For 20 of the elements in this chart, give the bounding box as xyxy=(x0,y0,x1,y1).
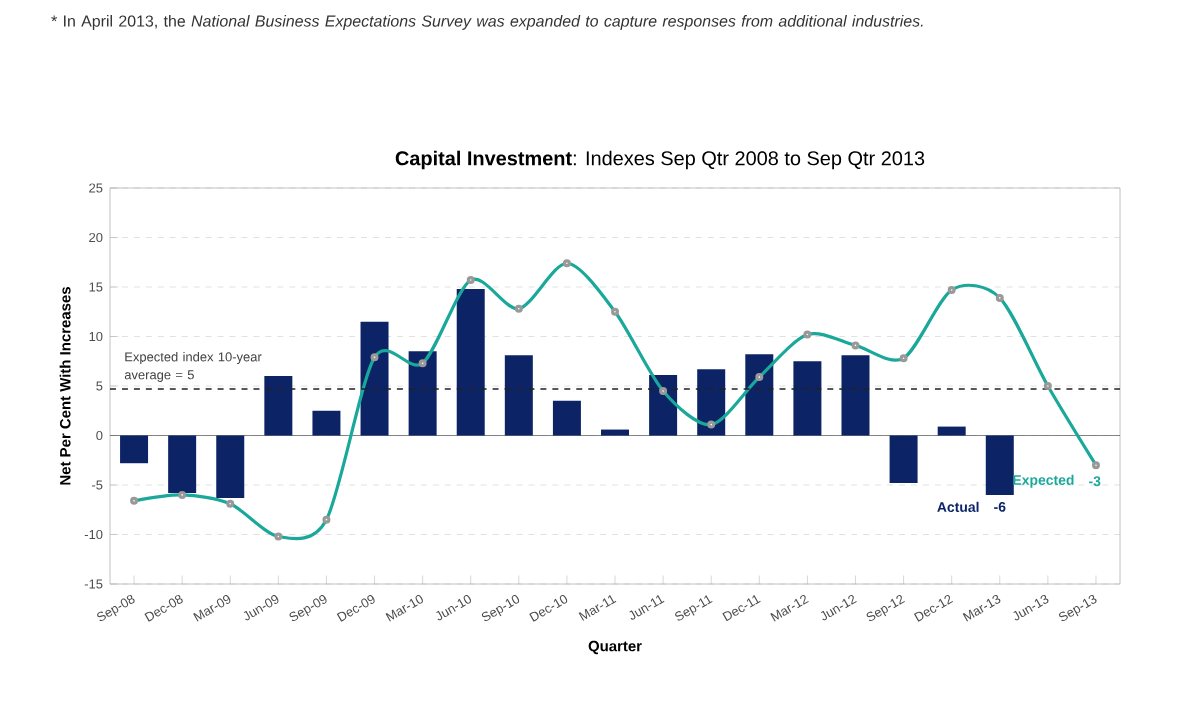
bar xyxy=(793,361,822,436)
bar xyxy=(745,354,774,436)
bar xyxy=(649,375,678,436)
chart-title: Capital Investment: Indexes Sep Qtr 2008 to Sep Qtr 2013 xyxy=(395,150,925,170)
bar xyxy=(264,376,293,436)
bar xyxy=(841,355,870,436)
bar xyxy=(168,435,197,493)
bar xyxy=(985,435,1014,495)
bar xyxy=(937,426,966,436)
bar xyxy=(408,351,437,436)
bar xyxy=(120,435,149,464)
bar xyxy=(889,435,918,484)
bar xyxy=(312,410,341,436)
bar xyxy=(456,288,485,436)
bar xyxy=(552,400,581,436)
bar xyxy=(504,355,533,436)
bar xyxy=(601,429,630,436)
bar xyxy=(360,321,389,436)
bar xyxy=(697,369,726,436)
bar xyxy=(216,435,245,498)
